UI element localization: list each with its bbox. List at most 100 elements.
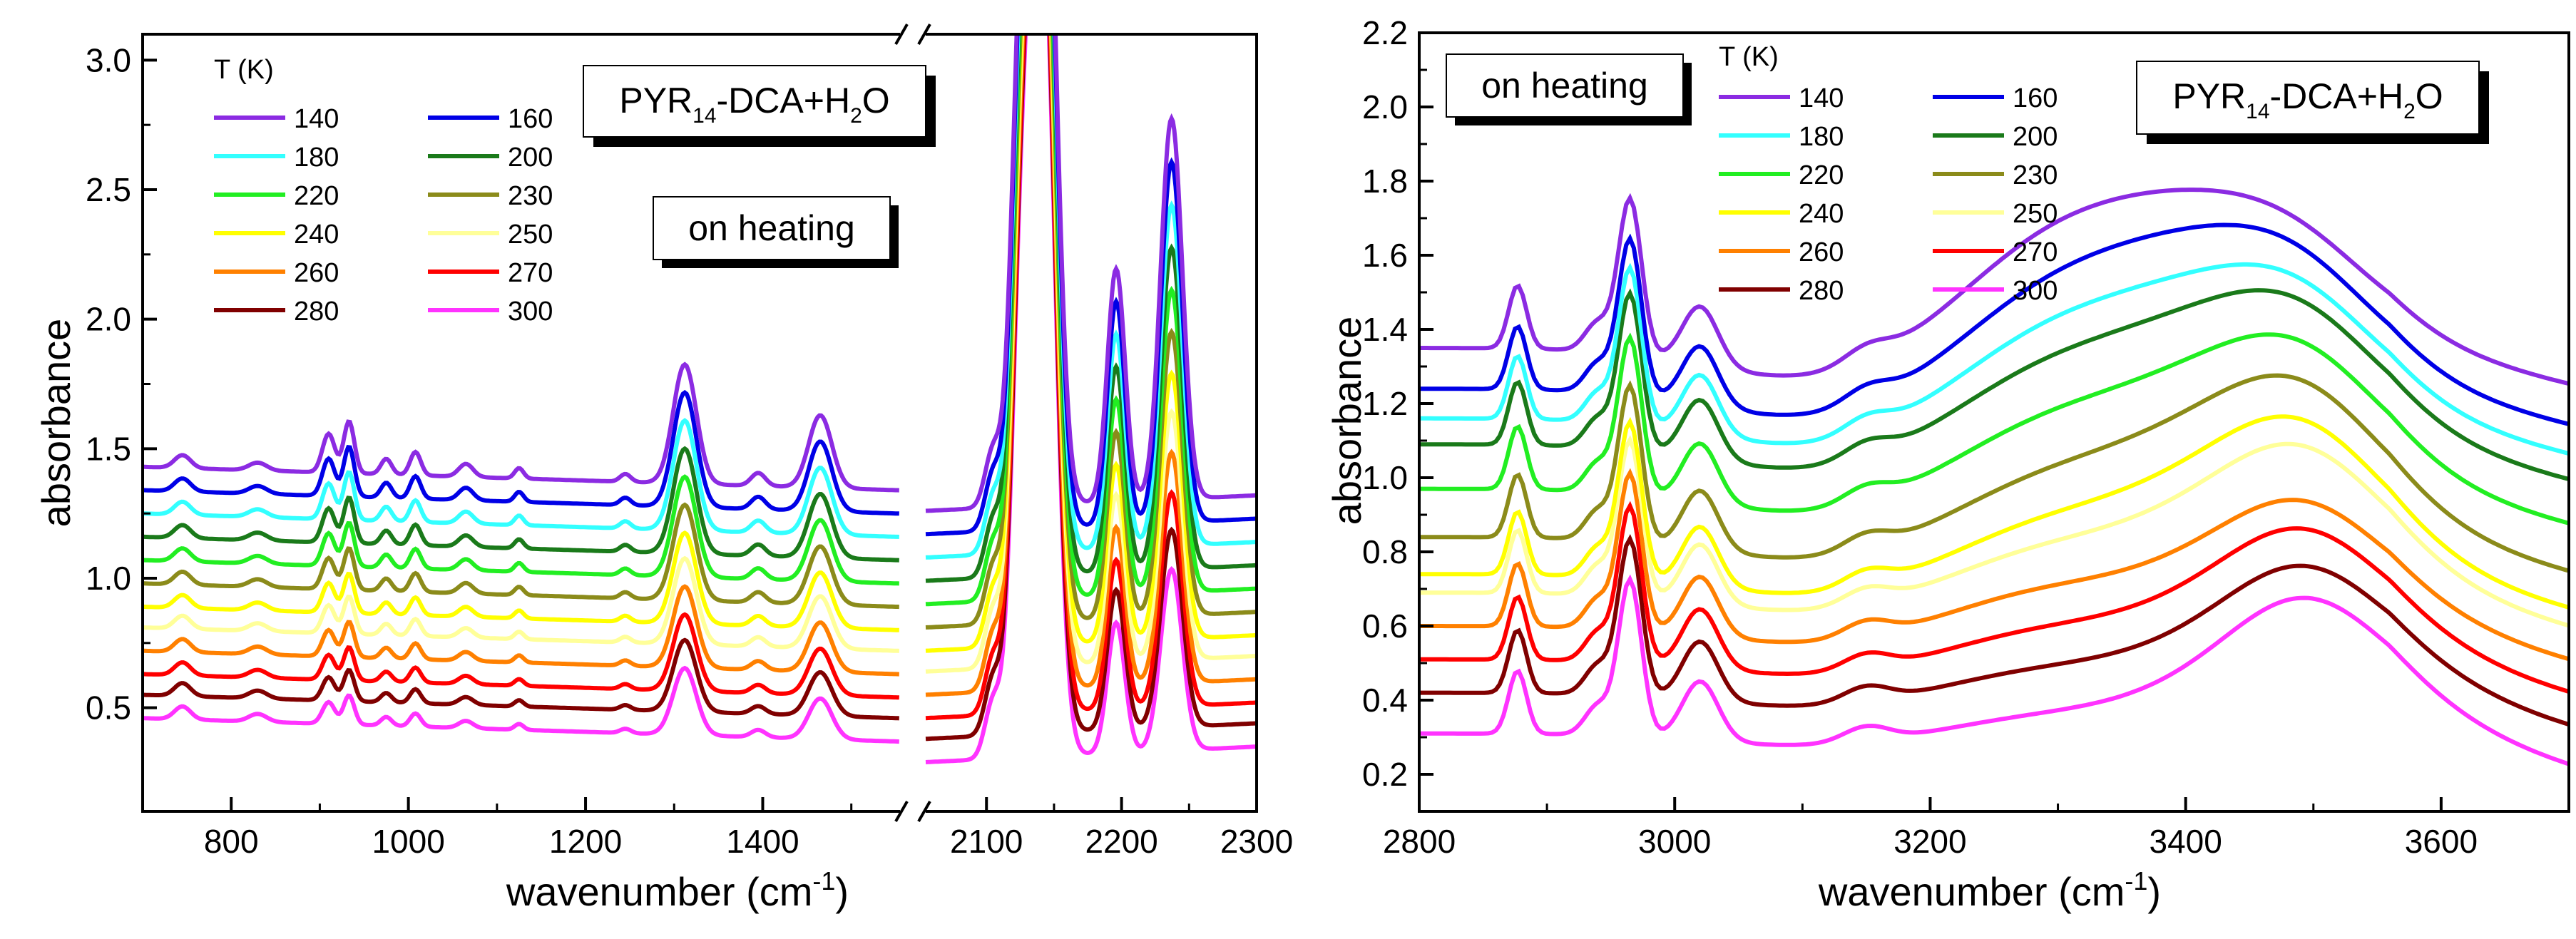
left-y-axis-label: absorbance xyxy=(34,319,78,528)
left-legend-label: 200 xyxy=(508,143,553,173)
left-legend-label: 140 xyxy=(294,104,339,134)
left-x-tick-label: 2300 xyxy=(1220,823,1293,860)
left-curve-seg2-T250 xyxy=(925,34,1257,674)
right-on-heating-box: on heating xyxy=(1446,53,1692,125)
right-y-tick-label: 1.8 xyxy=(1362,163,1408,200)
right-y-tick-label: 1.2 xyxy=(1362,385,1408,422)
right-curve-T140 xyxy=(1419,188,2569,386)
right-legend-label: 300 xyxy=(2013,276,2058,306)
left-curve-seg2-T280 xyxy=(925,34,1257,742)
left-legend-title: T (K) xyxy=(214,55,274,85)
left-legend-label: 270 xyxy=(508,258,553,288)
right-legend-label: 230 xyxy=(2013,160,2058,190)
right-curve-T200 xyxy=(1419,288,2569,481)
right-y-tick-label: 1.4 xyxy=(1362,311,1408,348)
right-curve-T300 xyxy=(1419,574,2569,766)
left-legend-label: 280 xyxy=(294,297,339,327)
left-curve-seg2-T200 xyxy=(925,34,1257,583)
right-x-tick-label: 3000 xyxy=(1638,823,1711,860)
left-axis-break-gap-top xyxy=(900,27,926,40)
right-sample-label: PYR14-DCA+H2O xyxy=(2172,76,2443,123)
left-curve-seg1-T230 xyxy=(143,502,899,610)
left-curve-seg2-T220 xyxy=(925,34,1257,607)
right-y-tick-label: 0.2 xyxy=(1362,756,1408,793)
right-y-ticks: 0.2 0.4 0.6 0.8 1.0 1.2 1.4 1.6 1.8 2.0 2.2 xyxy=(1362,14,1433,793)
left-axis-break-gap-bottom xyxy=(900,806,926,819)
left-legend-label: 260 xyxy=(294,258,339,288)
right-legend-label: 250 xyxy=(2013,199,2058,229)
left-y-ticks: 0.5 1.0 1.5 2.0 2.5 3.0 xyxy=(86,41,157,727)
left-x-tick-label: 2100 xyxy=(950,823,1023,860)
left-curve-seg1-T260 xyxy=(143,584,899,677)
left-x-tick-label: 2200 xyxy=(1085,823,1157,860)
left-y-tick-label: 2.0 xyxy=(86,301,131,338)
right-y-tick-label: 1.6 xyxy=(1362,237,1408,274)
left-curve-seg2-T240 xyxy=(925,34,1257,653)
left-plot-frame xyxy=(141,33,1258,813)
right-curve-T240 xyxy=(1419,414,2569,610)
left-curve-seg2-T160 xyxy=(925,34,1257,537)
left-x-tick-label: 1000 xyxy=(372,823,444,860)
left-curve-seg1-T270 xyxy=(143,612,899,700)
right-curve-T250 xyxy=(1419,435,2569,628)
left-x-tick-label: 1200 xyxy=(549,823,622,860)
left-y-tick-label: 3.0 xyxy=(86,41,131,78)
left-curve-seg1-T240 xyxy=(143,530,899,632)
right-x-axis-label: wavenumber (cm-1) xyxy=(1818,866,2161,914)
right-x-tick-label: 3200 xyxy=(1893,823,1966,860)
left-x-axis-label: wavenumber (cm-1) xyxy=(506,866,849,914)
left-curve-seg1-T160 xyxy=(143,389,899,516)
right-on-heating-text: on heating xyxy=(1481,66,1648,106)
right-legend-label: 280 xyxy=(1799,276,1844,306)
right-curve-T180 xyxy=(1419,262,2569,456)
right-y-tick-label: 2.0 xyxy=(1362,88,1408,125)
left-curve-seg1-T180 xyxy=(143,418,899,539)
left-legend-label: 180 xyxy=(294,143,339,173)
left-chart-panel: 800 1000 1200 1400 2100 2200 2300 0.5 1.0 1.5 2.0… xyxy=(34,24,1293,914)
left-axis-break-marks-top xyxy=(894,24,931,45)
left-y-tick-label: 1.5 xyxy=(86,430,131,467)
right-curve-T160 xyxy=(1419,222,2569,426)
left-legend-label: 230 xyxy=(508,181,553,211)
left-x-tick-label: 800 xyxy=(204,823,259,860)
left-curve-seg2-T300 xyxy=(925,34,1257,764)
right-y-tick-label: 2.2 xyxy=(1362,14,1408,51)
right-legend-title: T (K) xyxy=(1719,42,1779,72)
left-legend-label: 240 xyxy=(294,220,339,250)
left-sample-label-box: PYR14-DCA+H2O xyxy=(583,65,936,147)
right-chart-panel: 2800 3000 3200 3400 3600 0.2 0.4 0.6 0.8 1.0 1.2 1… xyxy=(1324,14,2570,914)
left-curve-seg1-T200 xyxy=(143,446,899,563)
right-x-tick-label: 2800 xyxy=(1383,823,1456,860)
right-curve-T230 xyxy=(1419,373,2569,573)
right-plot-frame xyxy=(1418,31,2570,813)
left-curve-seg1-T280 xyxy=(143,637,899,721)
left-curve-seg1-T250 xyxy=(143,555,899,653)
left-curve-seg2-T140 xyxy=(925,34,1257,513)
left-curves-group xyxy=(143,34,1257,764)
left-legend-label: 250 xyxy=(508,220,553,250)
left-curve-seg1-T220 xyxy=(143,474,899,586)
right-curve-T220 xyxy=(1419,332,2569,525)
right-y-tick-label: 0.8 xyxy=(1362,533,1408,570)
right-legend-label: 270 xyxy=(2013,237,2058,267)
right-legend: T (K) 140 160 180 200 220 230 240 250 260 270 280 3… xyxy=(1719,42,2058,306)
left-axis-break-marks-bottom xyxy=(894,801,931,822)
left-x-ticks: 800 1000 1200 1400 2100 2200 2300 xyxy=(204,797,1293,860)
left-curve-seg1-T140 xyxy=(143,361,899,493)
left-y-tick-label: 1.0 xyxy=(86,560,131,597)
left-y-tick-label: 0.5 xyxy=(86,689,131,727)
left-y-tick-label: 2.5 xyxy=(86,171,131,208)
right-y-tick-label: 0.6 xyxy=(1362,607,1408,645)
right-curves-group xyxy=(1419,188,2569,766)
left-x-tick-label: 1400 xyxy=(726,823,799,860)
right-y-tick-label: 0.4 xyxy=(1362,682,1408,719)
left-on-heating-text: on heating xyxy=(688,208,855,248)
right-curve-T280 xyxy=(1419,533,2569,727)
right-sample-label-box: PYR14-DCA+H2O xyxy=(2136,61,2489,144)
right-curve-T260 xyxy=(1419,468,2569,662)
left-curve-seg2-T230 xyxy=(925,34,1257,630)
right-legend-label: 200 xyxy=(2013,122,2058,152)
left-curve-seg1-T300 xyxy=(143,665,899,744)
right-y-axis-label: absorbance xyxy=(1324,317,1369,525)
